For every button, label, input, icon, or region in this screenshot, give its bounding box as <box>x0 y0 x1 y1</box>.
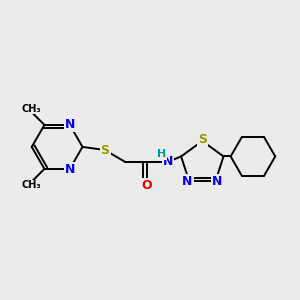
Text: N: N <box>65 118 76 131</box>
Text: S: S <box>100 143 109 157</box>
Text: N: N <box>212 176 223 188</box>
Text: N: N <box>65 163 76 176</box>
Text: N: N <box>163 155 173 168</box>
Text: CH₃: CH₃ <box>22 103 41 113</box>
Text: O: O <box>141 179 152 192</box>
Text: N: N <box>182 176 193 188</box>
Text: S: S <box>198 133 207 146</box>
Text: CH₃: CH₃ <box>22 180 41 190</box>
Text: H: H <box>157 149 166 159</box>
